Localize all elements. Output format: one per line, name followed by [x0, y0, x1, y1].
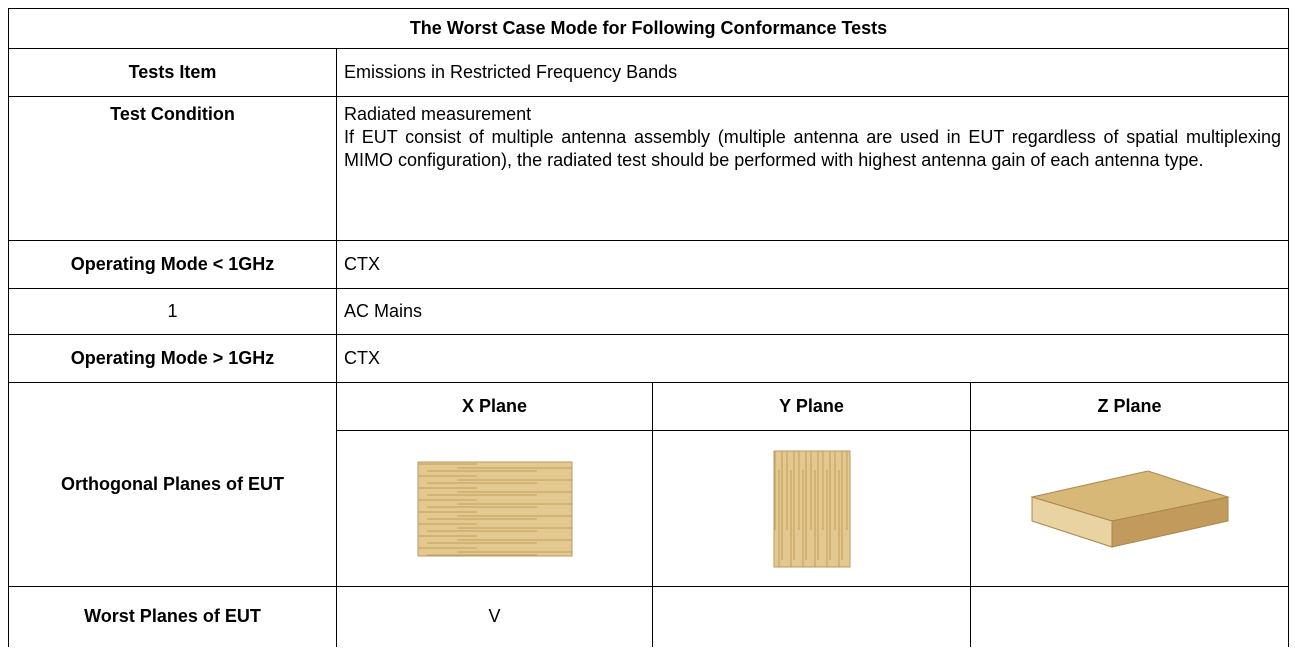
conformance-table: The Worst Case Mode for Following Confor…: [8, 8, 1289, 647]
title-row: The Worst Case Mode for Following Confor…: [9, 9, 1289, 49]
row-label: Worst Planes of EUT: [9, 587, 337, 647]
plane-header: X Plane: [337, 383, 653, 431]
row-value: CTX: [337, 241, 1289, 289]
page: The Worst Case Mode for Following Confor…: [0, 0, 1295, 659]
row-label: Operating Mode < 1GHz: [9, 241, 337, 289]
row-label: Orthogonal Planes of EUT: [9, 383, 337, 587]
worst-mark: [653, 587, 971, 647]
row-value: AC Mains: [337, 289, 1289, 335]
row-value: CTX: [337, 335, 1289, 383]
worst-mark: [971, 587, 1289, 647]
x-plane-image: [417, 461, 573, 557]
worst-mark: V: [337, 587, 653, 647]
row-label: Tests Item: [9, 49, 337, 97]
plane-image-cell: [971, 431, 1289, 587]
table-title: The Worst Case Mode for Following Confor…: [9, 9, 1289, 49]
y-plane-image: [772, 450, 852, 568]
row-label: Test Condition: [9, 97, 337, 241]
plane-header-row: Orthogonal Planes of EUT X Plane Y Plane…: [9, 383, 1289, 431]
text-line: Radiated measurement: [344, 103, 1281, 126]
worst-row: Worst Planes of EUT V: [9, 587, 1289, 647]
plane-image-cell: [337, 431, 653, 587]
row-value: Emissions in Restricted Frequency Bands: [337, 49, 1289, 97]
z-plane-image: [1030, 469, 1230, 549]
plane-header: Z Plane: [971, 383, 1289, 431]
plane-header: Y Plane: [653, 383, 971, 431]
plane-image-cell: [653, 431, 971, 587]
row-label: Operating Mode > 1GHz: [9, 335, 337, 383]
text-line: If EUT consist of multiple antenna assem…: [344, 126, 1281, 172]
row-label: 1: [9, 289, 337, 335]
